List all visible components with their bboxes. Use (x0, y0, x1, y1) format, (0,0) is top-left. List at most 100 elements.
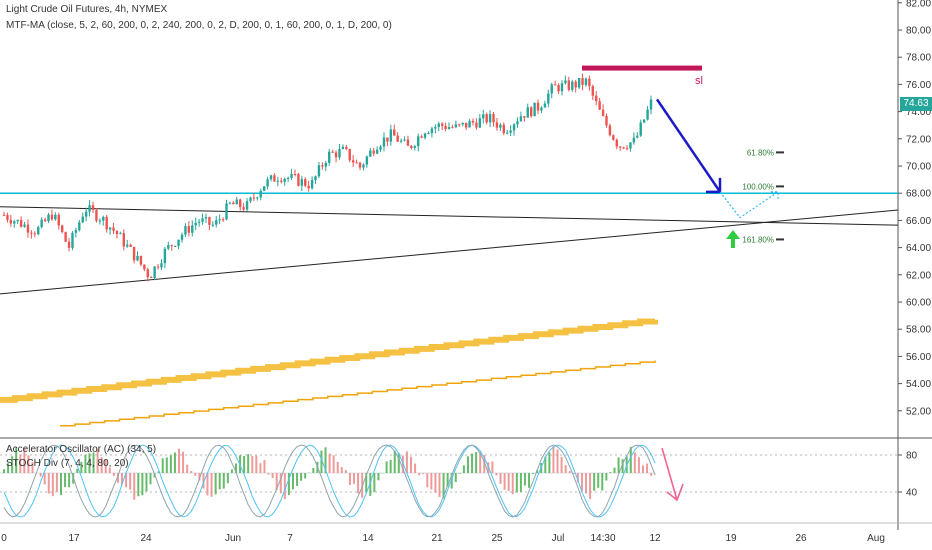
upper-trendline (0, 206, 899, 226)
annotations: sl 61.80% 100.00% 161.80% (582, 65, 784, 248)
ac-bar (605, 473, 608, 481)
candle-body (95, 209, 98, 221)
ac-bar (357, 473, 360, 494)
ac-bar (650, 473, 653, 476)
candle-body (338, 148, 341, 158)
price-tick-label: 64.00 (906, 243, 931, 254)
candle-body (98, 220, 102, 222)
candle-body (588, 78, 591, 87)
candle-body (553, 84, 557, 86)
candle-body (317, 165, 321, 177)
ac-bar (503, 473, 506, 490)
last-price-badge: 74.63 (900, 97, 932, 111)
ac-bar (418, 473, 421, 476)
candle-body (40, 219, 43, 228)
time-axis[interactable]: 0 17 24 Jun 7 14 21 25 Jul 14:30 12 19 26 Aug (1, 533, 885, 544)
fib-level-label: 61.80% (747, 148, 774, 157)
candle-body (136, 255, 139, 261)
ac-bar (7, 463, 10, 473)
candle-body (649, 99, 653, 110)
candle-body (60, 225, 64, 233)
price-tick-label: 56.00 (906, 352, 931, 363)
candle-body (601, 109, 605, 116)
ac-bar (523, 473, 526, 486)
ac-bar (247, 454, 250, 473)
candle-body (184, 226, 187, 235)
ac-bar (353, 473, 356, 484)
candle-body (146, 269, 149, 278)
buy-arrow-icon (726, 230, 740, 248)
ac-bar (450, 473, 453, 489)
ac-bar (76, 468, 79, 473)
candle-body (201, 218, 204, 222)
price-tick-label: 74.00 (906, 107, 931, 118)
oscillator-pane[interactable]: 80 40 (0, 444, 918, 518)
ac-bar (3, 469, 5, 473)
candle-body (54, 214, 57, 220)
ac-bar (39, 473, 42, 477)
ac-bar (633, 452, 636, 473)
candle-body (115, 230, 119, 235)
ac-bar (572, 473, 575, 475)
ac-bar (609, 472, 612, 473)
ac-bar (283, 473, 286, 500)
ac-bar (393, 450, 396, 473)
candle-body (314, 176, 317, 181)
ac-bar (446, 473, 449, 487)
ac-bar (544, 456, 547, 473)
candle-body (351, 160, 355, 163)
candle-body (331, 151, 334, 153)
candle-body (526, 107, 529, 118)
candle-body (577, 77, 581, 88)
ac-bar (466, 456, 469, 473)
candle-body (440, 123, 444, 126)
candle-body (375, 149, 379, 154)
candle-body (37, 227, 40, 235)
candle-body (74, 230, 78, 233)
candle-body (2, 214, 6, 216)
price-tick-label: 58.00 (906, 325, 931, 336)
time-tick-label: 19 (725, 533, 737, 544)
candle-body (143, 264, 146, 270)
candle-body (454, 124, 458, 128)
ac-bar (532, 473, 535, 475)
candle-body (197, 221, 201, 223)
ac-bar (88, 453, 91, 473)
ac-bar (434, 473, 437, 493)
ac-bar (178, 448, 181, 473)
candle-body (584, 78, 588, 85)
candle-body (139, 255, 143, 265)
ac-bar (194, 473, 197, 476)
candle-body (177, 239, 180, 246)
ac-bar (92, 452, 95, 473)
time-tick-label: 21 (431, 533, 443, 544)
candle-body (259, 190, 262, 198)
ac-bar (430, 473, 433, 490)
candle-body (417, 136, 420, 147)
ac-bar (548, 452, 551, 473)
candle-body (33, 233, 37, 235)
ma-thick-line (0, 318, 658, 403)
ac-bar (593, 473, 596, 491)
candle-body (591, 86, 595, 96)
candle-body (64, 232, 67, 242)
candle-body (235, 199, 238, 205)
ac-bar (157, 471, 160, 473)
ac-bar (397, 453, 400, 473)
ac-bar (84, 454, 87, 473)
candle-body (595, 95, 598, 102)
price-tick-label: 52.00 (906, 406, 931, 417)
ac-bar (234, 463, 237, 473)
price-tick-label: 54.00 (906, 379, 931, 390)
ac-bar (68, 473, 71, 488)
ac-bar (332, 455, 335, 473)
candle-body (567, 80, 571, 90)
ac-bar (641, 465, 644, 473)
ac-bar (389, 459, 392, 473)
time-tick-label: 12 (649, 533, 661, 544)
price-axis[interactable]: 82.00 80.00 78.00 76.00 74.00 72.00 70.00 68.00… (898, 0, 931, 417)
candle-body (102, 217, 105, 221)
ac-bar (133, 473, 136, 500)
ac-bar (19, 454, 22, 473)
